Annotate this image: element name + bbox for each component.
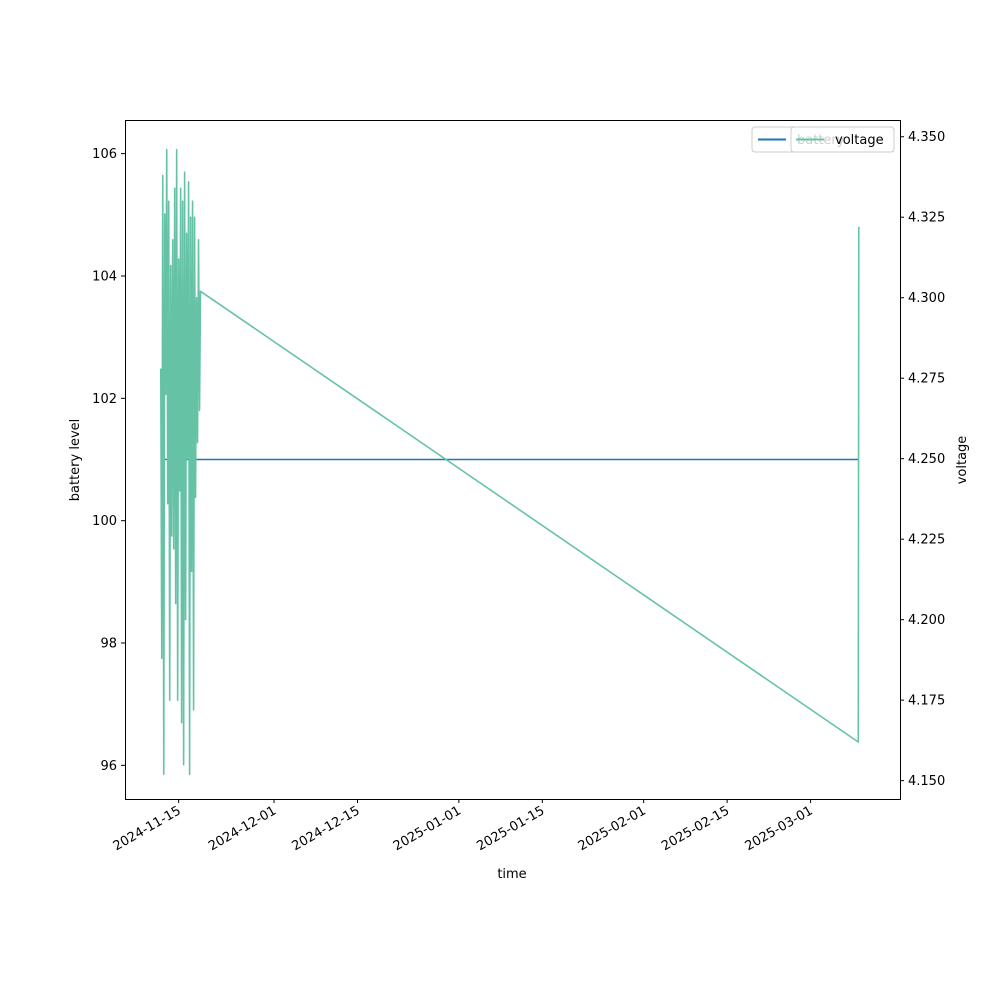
y-right-tick-label: 4.200 [908,613,945,628]
legend-voltage-frame [790,126,895,153]
x-tick-label: 2025-01-15 [474,803,547,854]
x-axis-label: time [497,867,526,882]
y-right-tick-label: 4.325 [908,211,945,226]
x-tick-label: 2024-12-01 [206,803,279,854]
plot-frame [125,120,901,800]
x-tick-label: 2024-12-15 [290,803,363,854]
y-axis-right: 4.150 4.175 4.200 4.225 4.250 4.275 4.300 4.325… [900,130,945,789]
y-left-tick-label: 102 [92,392,117,407]
y-axis-left: 96 98 100 102 104 106 [92,147,125,774]
y-right-tick-label: 4.225 [908,533,945,548]
x-tick-label: 2025-02-15 [659,803,732,854]
y-right-tick-label: 4.250 [908,452,945,467]
y-left-tick-label: 98 [100,637,117,652]
y-left-tick-label: 100 [92,514,117,529]
y-left-tick-label: 106 [92,147,117,162]
y-right-tick-label: 4.275 [908,372,945,387]
y-right-tick-label: 4.300 [908,291,945,306]
x-tick-label: 2024-11-15 [111,803,184,854]
y-right-tick-label: 4.350 [908,130,945,145]
y-right-tick-label: 4.150 [908,774,945,789]
series-line-voltage [159,148,860,776]
x-axis: 2024-11-15 2024-12-01 2024-12-15 2025-01-01… [111,799,816,854]
y-left-tick-label: 104 [92,269,117,284]
y-left-tick-label: 96 [100,759,117,774]
y-right-tick-label: 4.175 [908,694,945,709]
y-axis-right-label: voltage [955,436,970,485]
x-tick-label: 2025-02-01 [576,803,649,854]
x-tick-label: 2025-01-01 [391,803,464,854]
x-tick-label: 2025-03-01 [743,803,816,854]
legend-voltage: voltage [790,126,895,153]
legend-voltage-label: voltage [835,133,884,148]
y-axis-left-label: battery level [68,419,83,502]
plot-area [159,148,860,776]
